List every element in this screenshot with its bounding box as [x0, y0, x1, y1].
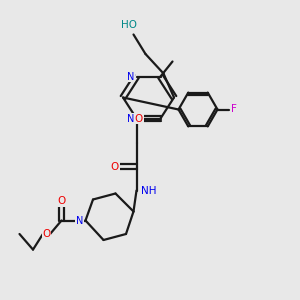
Text: O: O [42, 229, 51, 239]
Text: N: N [128, 71, 135, 82]
Text: O: O [57, 196, 66, 206]
Text: N: N [76, 215, 83, 226]
Text: O: O [135, 113, 143, 124]
Text: F: F [231, 104, 237, 115]
Text: O: O [111, 161, 119, 172]
Text: HO: HO [121, 20, 137, 31]
Text: N: N [128, 113, 135, 124]
Text: NH: NH [141, 185, 157, 196]
